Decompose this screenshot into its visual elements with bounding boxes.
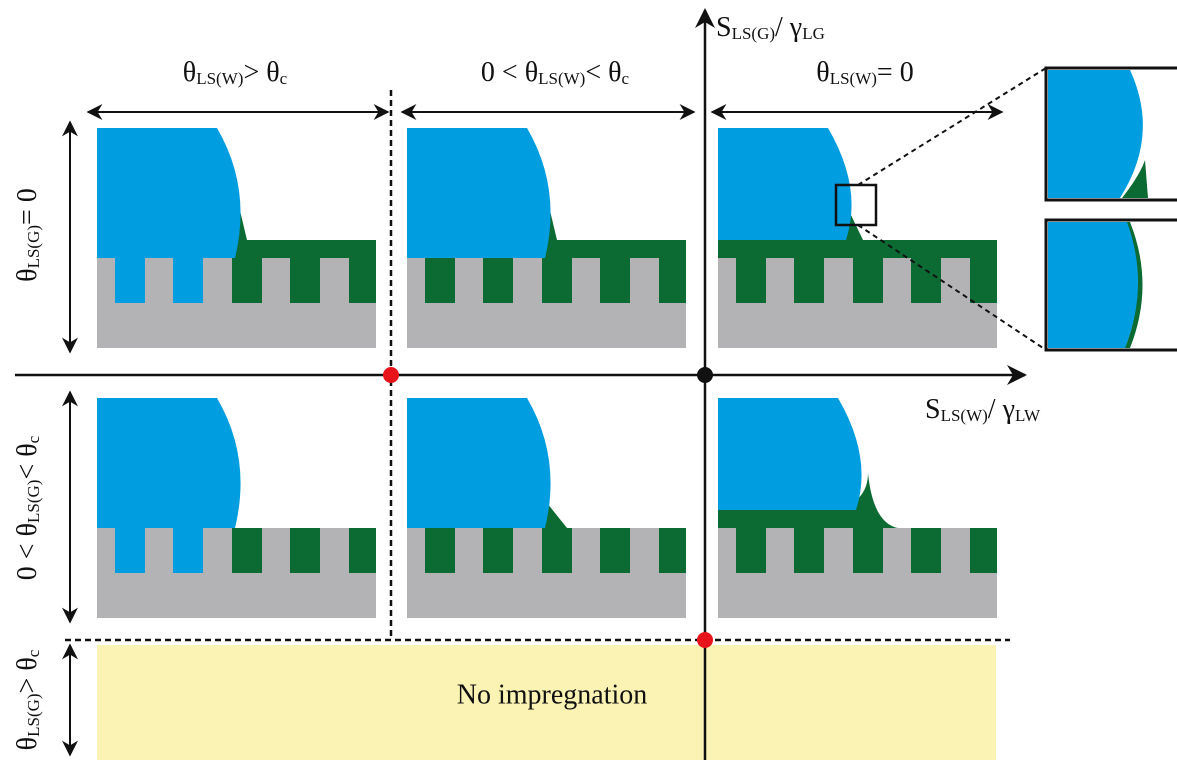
groove xyxy=(736,258,766,303)
label-part: = 0 xyxy=(12,188,43,225)
groove xyxy=(425,258,455,303)
subscript: LS(W) xyxy=(538,69,585,88)
subscript: LW xyxy=(1015,406,1041,425)
groove xyxy=(349,528,376,573)
groove xyxy=(173,528,203,573)
subscript: LS(G) xyxy=(24,693,43,736)
label-part: 0 < θ xyxy=(481,57,538,88)
panel xyxy=(718,398,997,618)
groove xyxy=(911,528,941,573)
groove xyxy=(600,258,630,303)
groove xyxy=(736,528,766,573)
origin-point xyxy=(697,367,713,383)
groove xyxy=(970,258,997,303)
label-part: 0 < θ xyxy=(12,523,43,580)
groove xyxy=(911,258,941,303)
x-axis-label: SLS(W)/ γLW xyxy=(925,394,1041,425)
label-part: > θ xyxy=(12,657,43,693)
groove xyxy=(659,258,686,303)
inset-liquid xyxy=(1048,222,1139,348)
label-part: S xyxy=(716,12,732,43)
groove xyxy=(232,258,262,303)
lubricant-film xyxy=(233,198,376,258)
column-label: 0 < θLS(W)< θc xyxy=(481,57,630,88)
label-part: = 0 xyxy=(877,57,914,88)
groove xyxy=(542,528,572,573)
groove xyxy=(794,528,824,573)
groove xyxy=(600,528,630,573)
subscript: c xyxy=(24,435,43,443)
groove xyxy=(232,528,262,573)
groove xyxy=(970,528,997,573)
subscript: c xyxy=(622,69,630,88)
groove xyxy=(794,258,824,303)
panel xyxy=(718,128,997,348)
row-label: θLS(G)= 0 xyxy=(12,188,43,282)
liquid-drop xyxy=(718,398,862,510)
label-part: θ xyxy=(12,268,43,281)
groove xyxy=(853,258,883,303)
transition-point xyxy=(383,367,399,383)
liquid-drop xyxy=(407,398,551,528)
transition-point xyxy=(697,632,713,648)
liquid-drop xyxy=(718,128,852,240)
subscript: LS(W) xyxy=(941,406,988,425)
y-axis-label: SLS(G)/ γLG xyxy=(716,12,825,43)
panel xyxy=(97,398,376,618)
groove xyxy=(115,528,145,573)
subscript: c xyxy=(280,69,288,88)
label-part: θ xyxy=(183,57,196,88)
subscript: LS(W) xyxy=(830,69,877,88)
groove xyxy=(542,258,572,303)
row-label: θLS(G)> θc xyxy=(12,649,43,750)
liquid-drop xyxy=(97,128,241,258)
subscript: LS(G) xyxy=(24,225,43,268)
label-part: θ xyxy=(12,737,43,750)
groove xyxy=(659,528,686,573)
liquid-drop xyxy=(407,128,551,258)
label-part: < θ xyxy=(585,57,621,88)
label-part: > θ xyxy=(243,57,279,88)
column-label: θLS(W)> θc xyxy=(183,57,288,88)
liquid-drop xyxy=(97,398,241,528)
label-part: θ xyxy=(816,57,829,88)
label-part: / γ xyxy=(988,394,1015,425)
groove xyxy=(425,528,455,573)
row-label: 0 < θLS(G)< θc xyxy=(12,435,43,580)
panels xyxy=(97,128,997,618)
panel xyxy=(97,128,376,348)
groove xyxy=(290,528,320,573)
groove xyxy=(853,528,883,573)
panel xyxy=(407,398,686,618)
subscript: c xyxy=(24,649,43,657)
subscript: LS(G) xyxy=(24,480,43,523)
subscript: LG xyxy=(802,24,825,43)
groove xyxy=(290,258,320,303)
inset-liquid xyxy=(1048,70,1143,198)
region-label: No impregnation xyxy=(457,679,648,710)
subscript: LS(G) xyxy=(732,24,775,43)
label-part: / γ xyxy=(775,12,802,43)
panel xyxy=(407,128,686,348)
groove xyxy=(173,258,203,303)
subscript: LS(W) xyxy=(196,69,243,88)
groove xyxy=(349,258,376,303)
groove xyxy=(483,258,513,303)
groove xyxy=(115,258,145,303)
label-part: < θ xyxy=(12,443,43,479)
label-part: S xyxy=(925,394,941,425)
column-label: θLS(W)= 0 xyxy=(816,57,913,88)
groove xyxy=(483,528,513,573)
diagram: θLS(W)> θc0 < θLS(W)< θcθLS(W)= 0θLS(G)=… xyxy=(0,0,1177,760)
lubricant-film xyxy=(543,198,686,258)
